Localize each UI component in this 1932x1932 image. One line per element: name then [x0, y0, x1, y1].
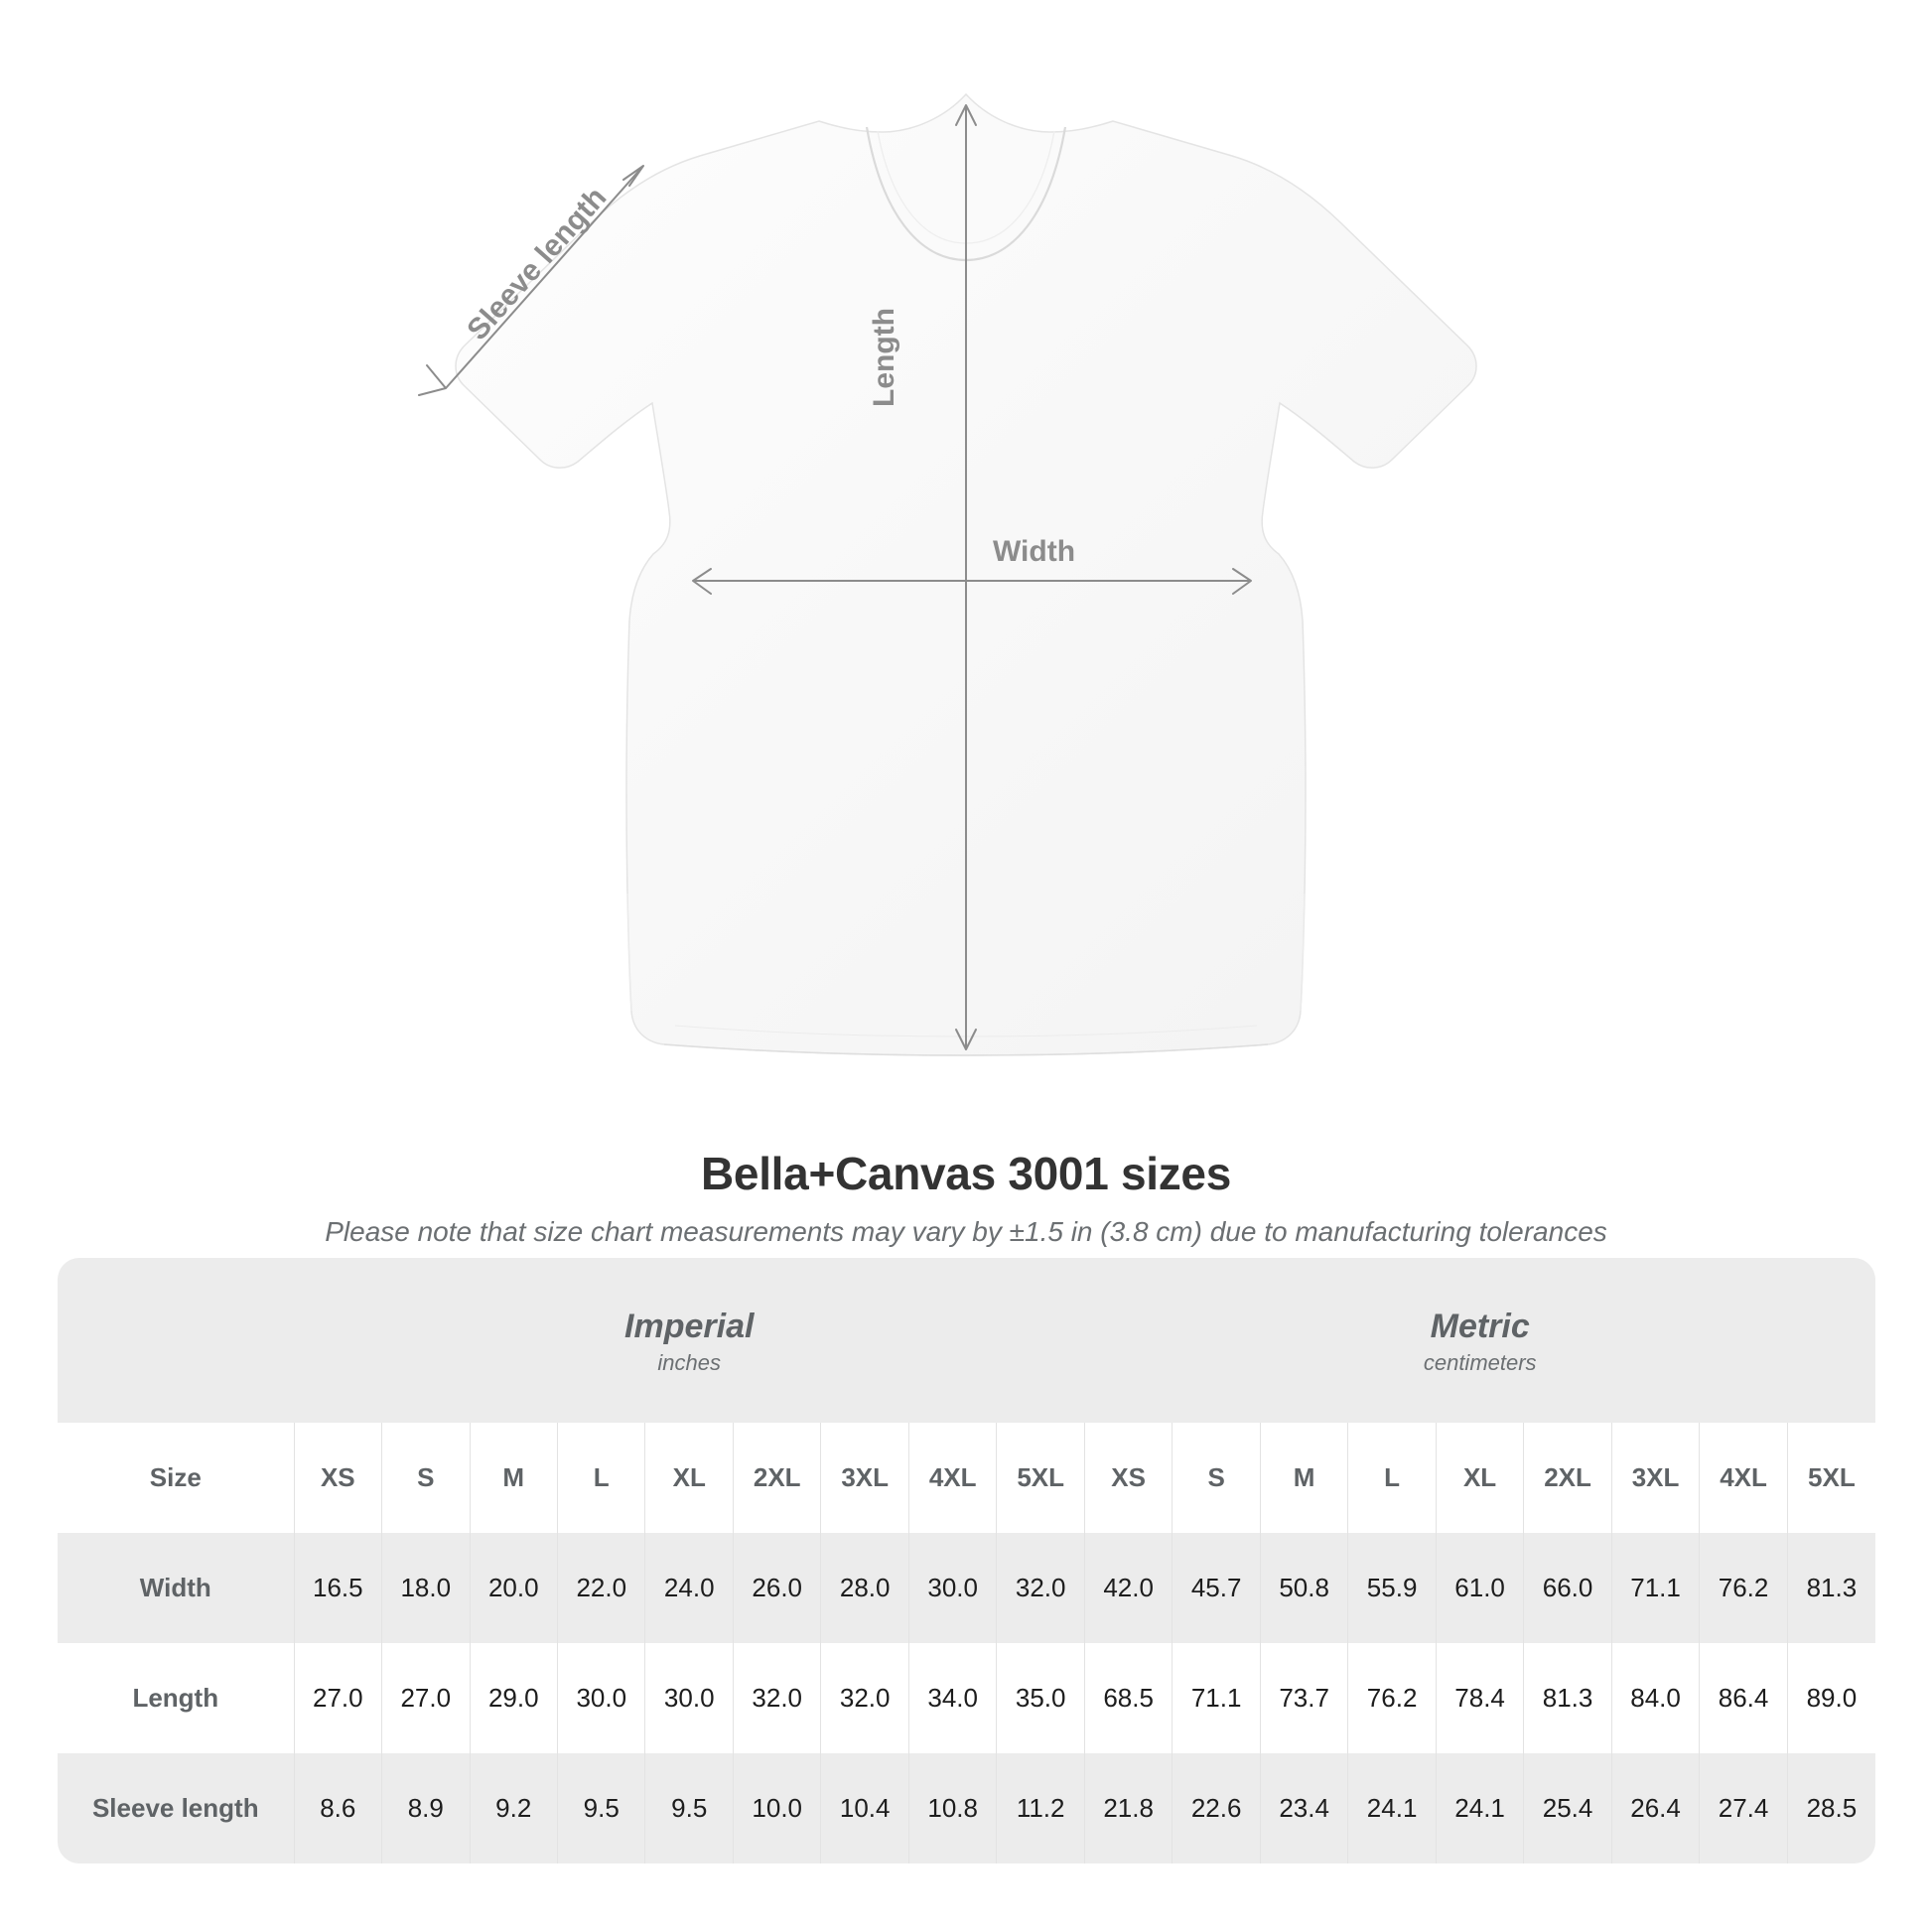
svg-text:Width: Width: [993, 535, 1075, 568]
svg-text:Length: Length: [868, 308, 900, 407]
